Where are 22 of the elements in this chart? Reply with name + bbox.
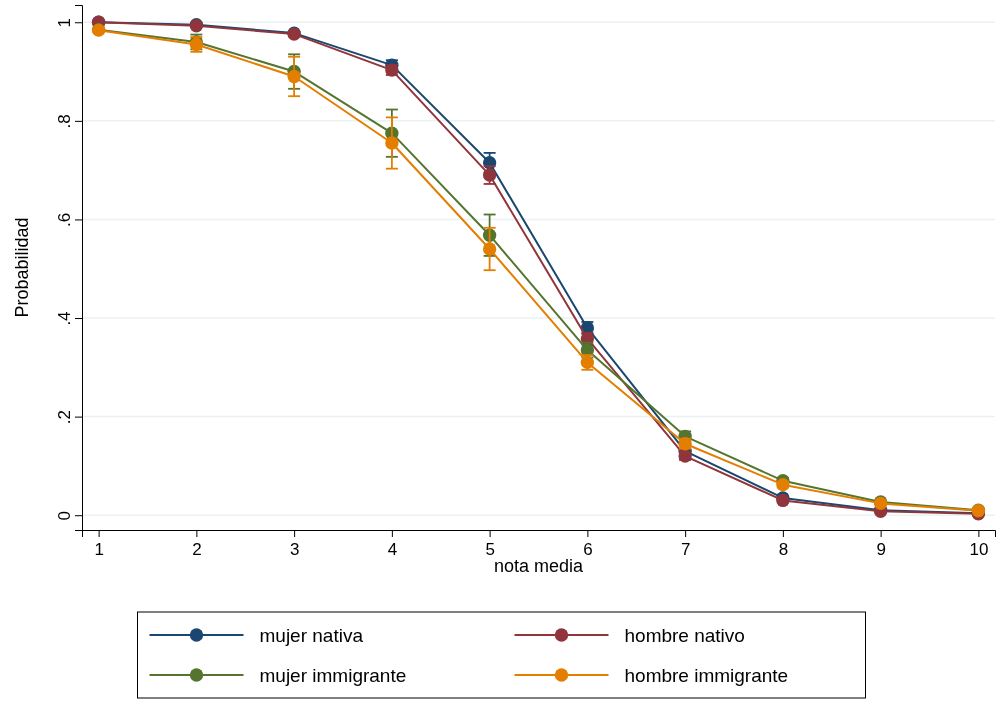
x-tick-label: 6 [583, 540, 593, 560]
x-tick-label: 9 [876, 540, 886, 560]
x-tick-label: 3 [289, 540, 300, 560]
x-tick-label: 8 [778, 540, 789, 560]
y-tick-label: .8 [55, 114, 74, 129]
legend-label: mujer immigrante [259, 664, 407, 686]
x-tick-label: 2 [192, 540, 202, 560]
y-tick-label: .4 [55, 311, 74, 326]
y-tick-label: .2 [55, 410, 74, 425]
x-tick-label: 5 [485, 540, 495, 560]
x-axis-title: nota media [493, 556, 585, 576]
y-axis-title: Probabilidad [12, 217, 32, 318]
legend-label: hombre nativo [624, 624, 745, 646]
x-tick-label: 10 [969, 540, 989, 560]
x-tick-label: 7 [680, 540, 691, 560]
legend-label: hombre immigrante [624, 664, 789, 686]
x-tick-label: 4 [387, 540, 398, 560]
x-tick-label: 1 [94, 540, 104, 560]
y-tick-label: 0 [55, 510, 74, 521]
y-tick-label: .6 [55, 212, 74, 228]
legend-label: mujer nativa [259, 624, 364, 646]
y-tick-label: 1 [55, 18, 74, 28]
